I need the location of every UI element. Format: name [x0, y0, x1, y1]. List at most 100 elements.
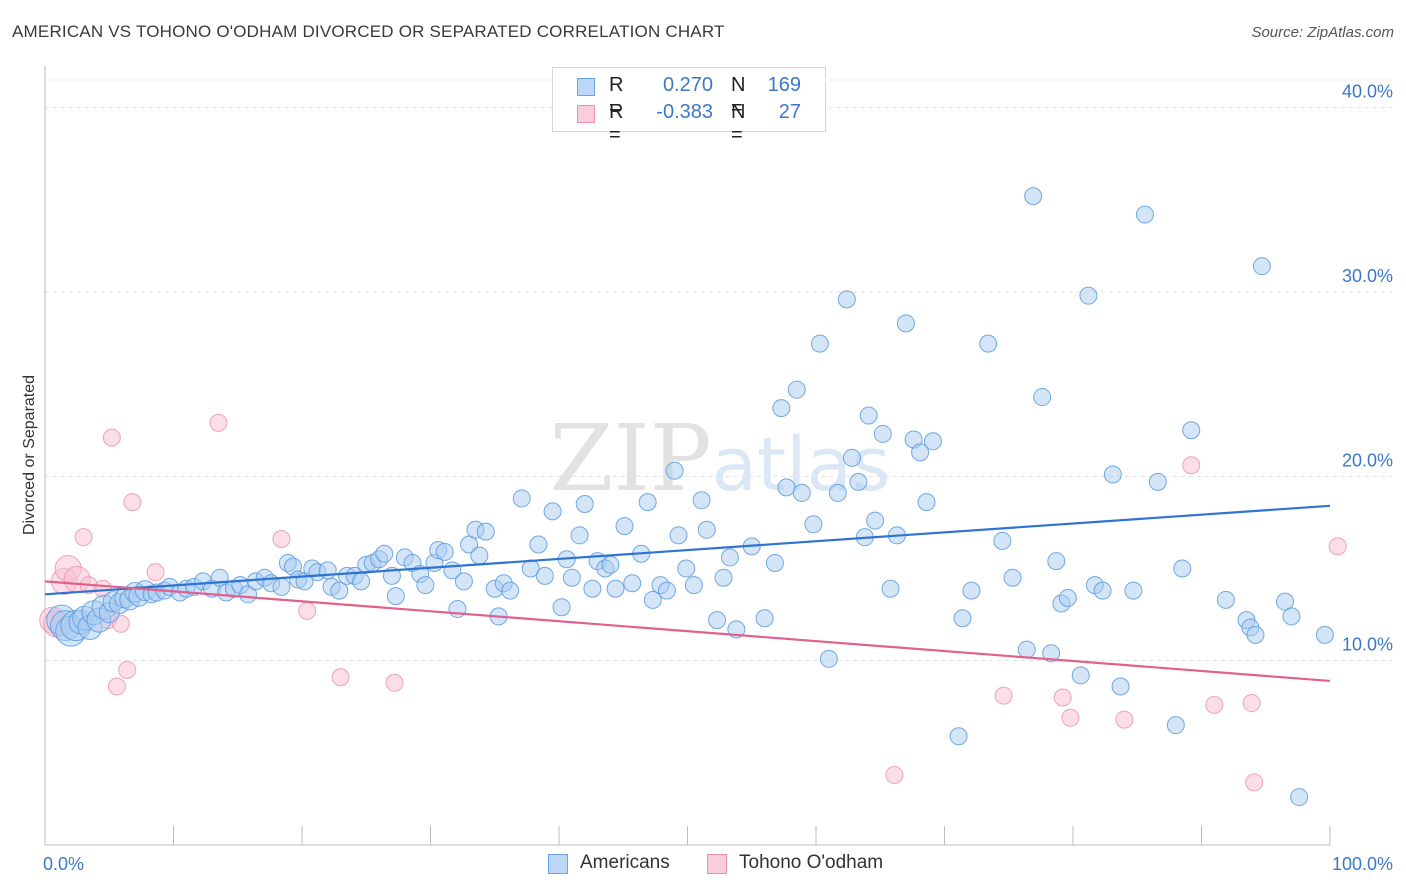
american-point	[962, 581, 981, 600]
american-point	[896, 314, 915, 333]
american-point	[454, 572, 473, 591]
tohono-point	[1328, 537, 1347, 556]
american-point	[1003, 568, 1022, 587]
american-point	[677, 559, 696, 578]
r-label: R =	[609, 74, 624, 119]
american-point	[923, 432, 942, 451]
tohono-point	[146, 563, 165, 582]
y-tick-label: 20.0%	[1342, 450, 1393, 470]
american-point	[714, 568, 733, 587]
american-point	[755, 609, 774, 628]
tohono-point	[1242, 694, 1261, 713]
tohono-point	[1245, 773, 1264, 792]
tohono-point	[1053, 688, 1072, 707]
american-point	[953, 609, 972, 628]
american-point	[1111, 677, 1130, 696]
trend-lines	[44, 504, 1331, 683]
tohono-point	[123, 493, 142, 512]
tohono-point	[1115, 710, 1134, 729]
american-point	[386, 587, 405, 606]
american-point	[1047, 552, 1066, 571]
tohono-point	[298, 601, 317, 620]
american-point	[979, 334, 998, 353]
american-point	[529, 535, 548, 554]
chart-title: AMERICAN VS TOHONO O'ODHAM DIVORCED OR S…	[12, 22, 725, 41]
american-point	[448, 600, 467, 619]
axes	[44, 66, 1331, 846]
american-point	[623, 574, 642, 593]
american-point	[911, 443, 930, 462]
american-point	[512, 489, 531, 508]
tick-labels: 10.0% 20.0% 30.0% 40.0% 0.0% 100.0%	[43, 82, 1393, 874]
american-point	[1246, 625, 1265, 644]
american-point	[917, 493, 936, 512]
american-point	[1182, 421, 1201, 440]
american-point	[669, 526, 688, 545]
american-point	[837, 290, 856, 309]
american-point	[1290, 788, 1309, 807]
y-axis-label: Divorced or Separated	[21, 375, 38, 535]
american-point	[1166, 716, 1185, 735]
american-point	[772, 399, 791, 418]
american-point	[1135, 205, 1154, 224]
american-point	[1017, 640, 1036, 659]
tohono-point	[74, 528, 93, 547]
n-label: N =	[731, 74, 746, 119]
american-point	[828, 483, 847, 502]
american-point	[330, 581, 349, 600]
tohono-point	[1182, 456, 1201, 475]
american-point	[1252, 257, 1271, 276]
american-point	[684, 576, 703, 595]
tohono-point	[118, 660, 137, 679]
tohono-legend-swatch	[707, 854, 727, 874]
american-point	[1124, 581, 1143, 600]
r-value: 0.270	[662, 74, 713, 96]
american-point	[643, 590, 662, 609]
american-point	[819, 649, 838, 668]
tohono-point	[272, 530, 291, 548]
american-point	[1103, 465, 1122, 484]
stats-legend: R = 0.270 N = 169 R = -0.383 N = 27	[552, 67, 826, 146]
tohono-point	[209, 413, 228, 432]
american-point	[1024, 187, 1043, 206]
american-point	[416, 576, 435, 595]
american-point	[842, 448, 861, 467]
n-label: N =	[731, 101, 746, 146]
american-point	[352, 572, 371, 591]
american-point	[765, 553, 784, 572]
american-point	[849, 472, 868, 491]
tohono-legend-label: Tohono O'odham	[739, 852, 884, 873]
american-point	[810, 334, 829, 353]
american-point	[1093, 581, 1112, 600]
tohono-swatch	[577, 105, 595, 123]
american-point	[720, 548, 739, 567]
american-point	[1173, 559, 1192, 578]
tohono-point	[1205, 695, 1224, 714]
american-point	[552, 598, 571, 617]
american-point	[1216, 590, 1235, 609]
american-point	[1315, 625, 1334, 644]
american-point	[601, 555, 620, 574]
american-point	[1071, 666, 1090, 685]
americans-legend-swatch	[548, 854, 568, 874]
american-point	[1058, 588, 1077, 607]
tohono-trend-line	[44, 580, 1331, 683]
american-point	[949, 727, 968, 746]
y-tick-label: 40.0%	[1342, 82, 1393, 102]
n-value: 27	[778, 101, 801, 123]
american-point	[435, 542, 454, 561]
x-tick-label: 0.0%	[43, 854, 84, 874]
n-value: 169	[767, 74, 801, 96]
american-point	[787, 380, 806, 399]
tohono-point	[102, 428, 121, 447]
y-tick-label: 30.0%	[1342, 266, 1393, 286]
american-point	[1042, 644, 1061, 663]
american-point	[543, 502, 562, 521]
tohono-point	[385, 673, 404, 692]
american-point	[501, 581, 520, 600]
american-point	[583, 579, 602, 598]
american-point	[873, 424, 892, 443]
american-point	[692, 491, 711, 510]
american-point	[1033, 388, 1052, 407]
american-point	[866, 511, 885, 530]
